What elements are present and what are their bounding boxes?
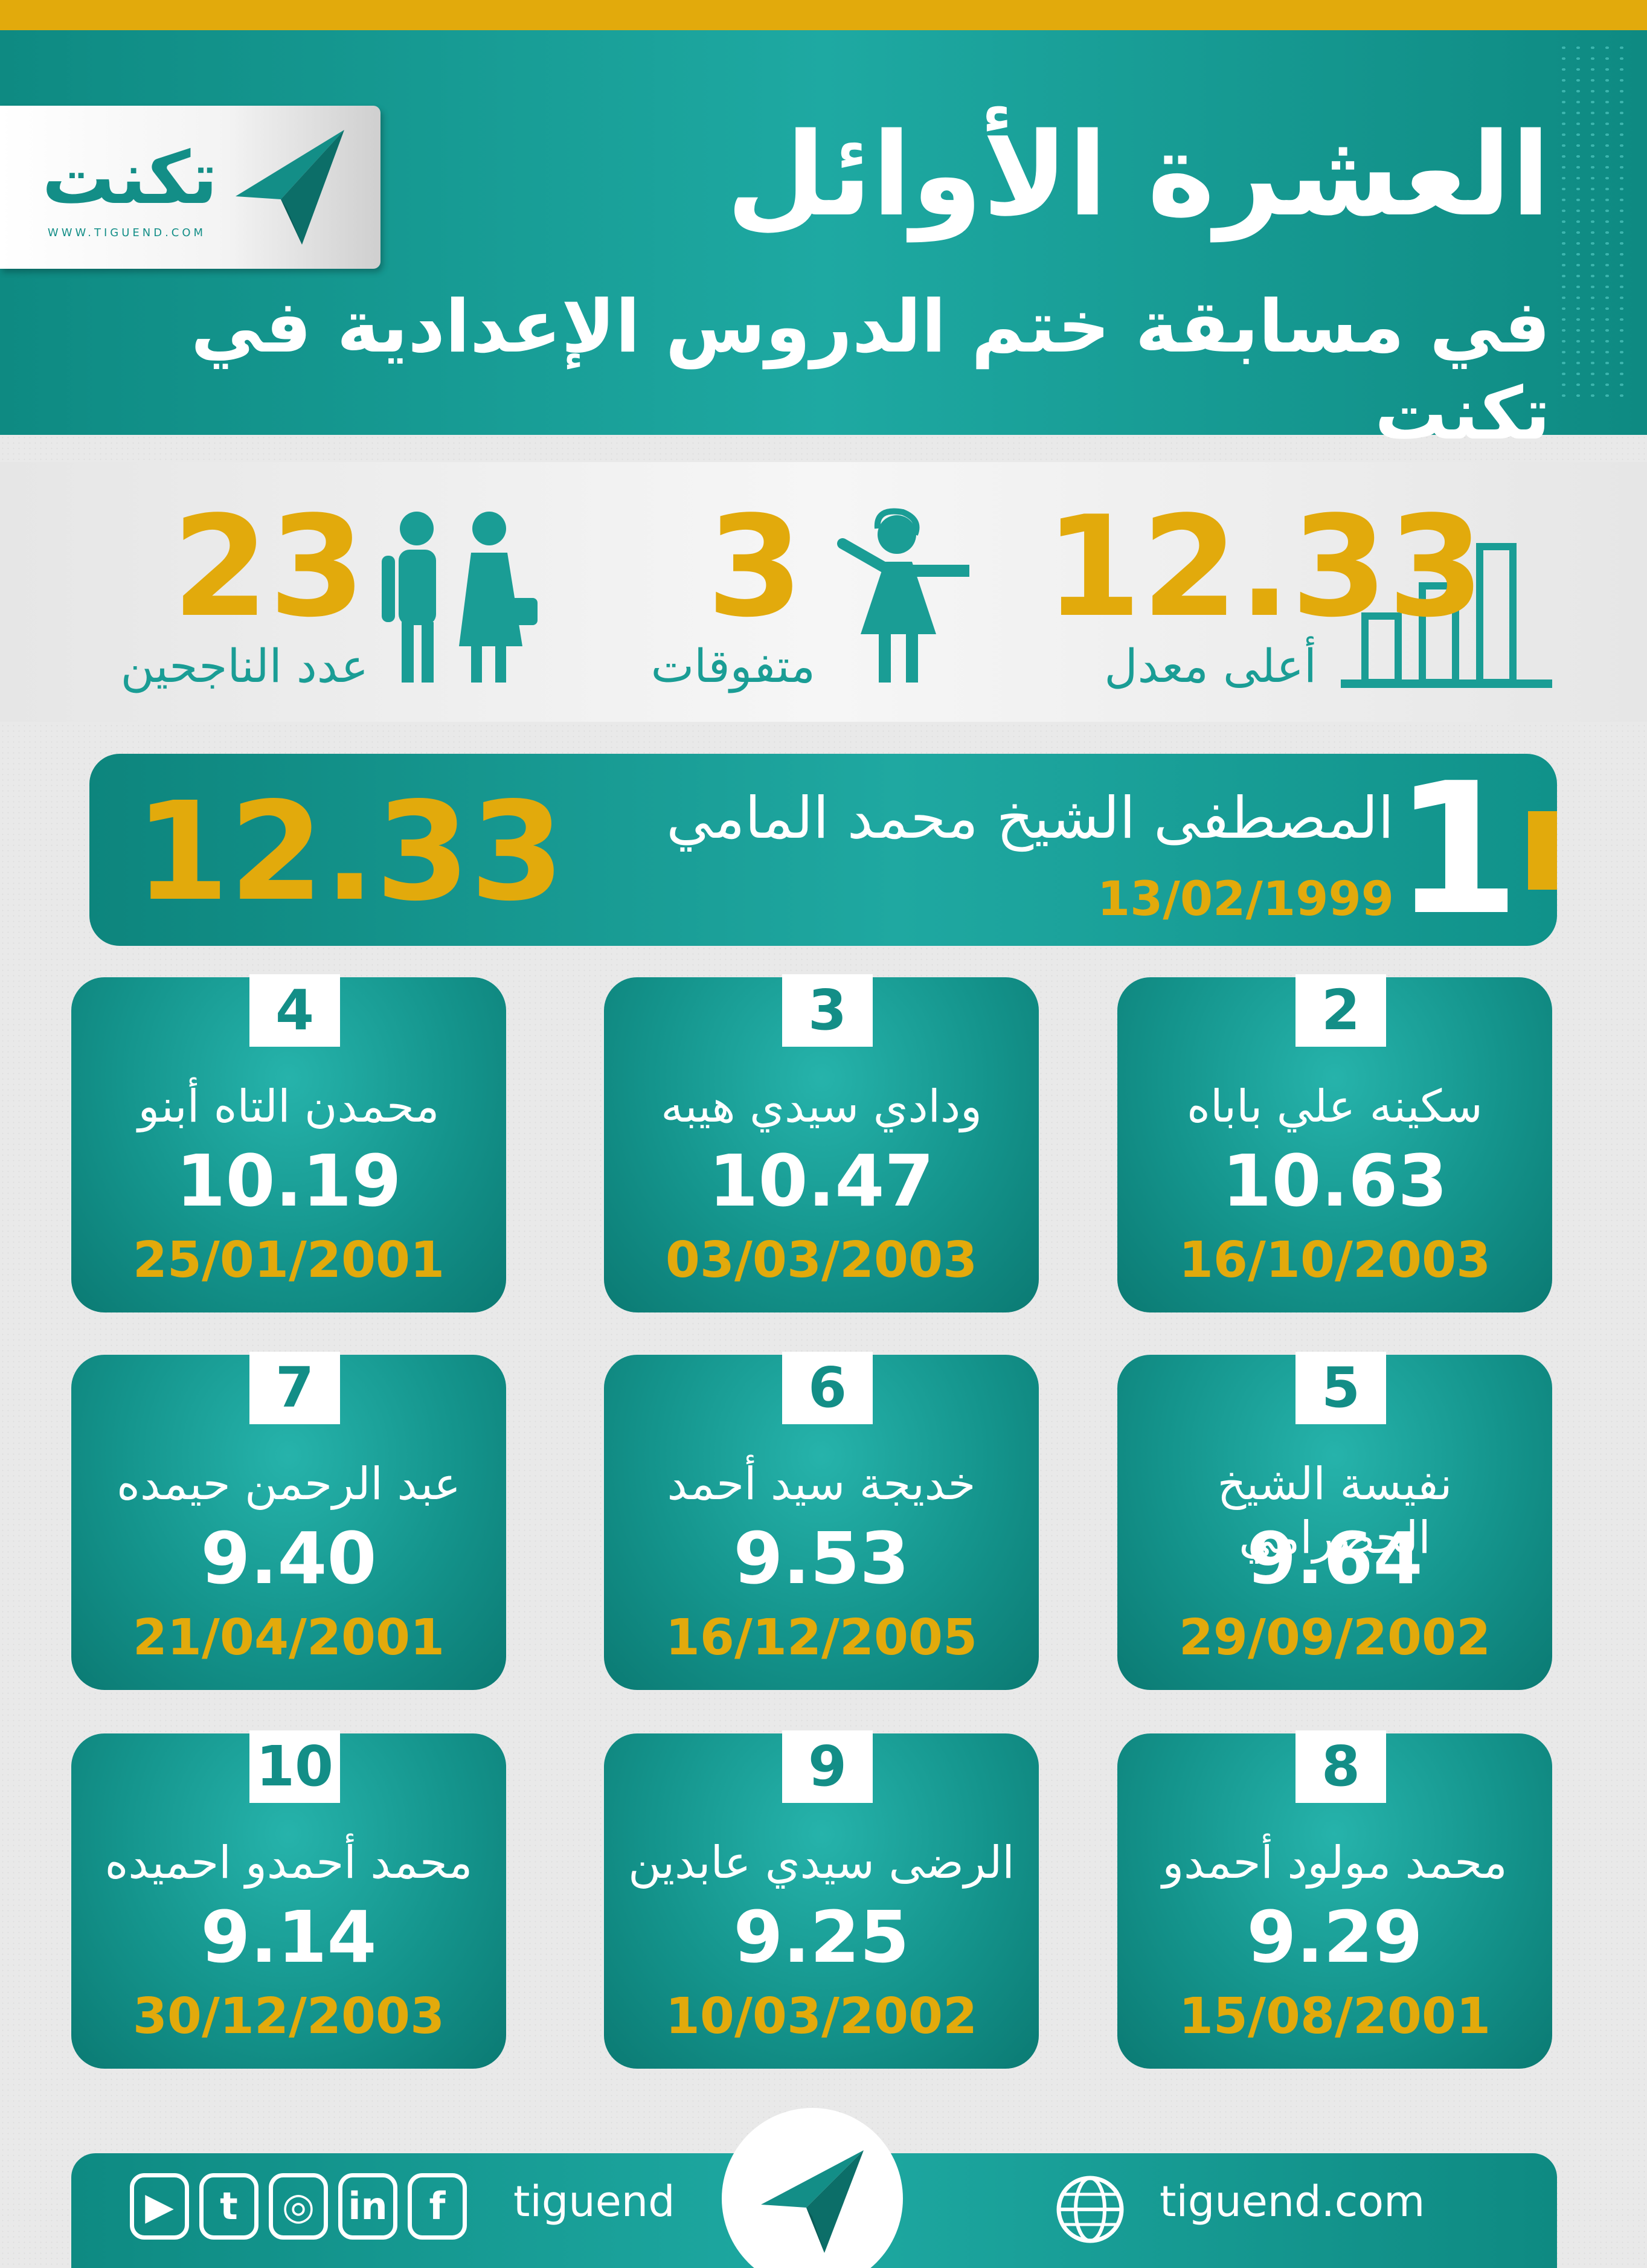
rank-badge: 10 [249,1730,340,1803]
student-name: الرضى سيدي عابدين [628,1837,1015,1889]
rank-badge: 3 [782,974,873,1047]
student-score: 9.64 [1247,1517,1423,1600]
student-birthdate: 16/10/2003 [1178,1232,1491,1289]
page-title: العشرة الأوائل [726,108,1550,242]
student-birthdate: 03/03/2003 [665,1232,978,1289]
rank-card: 6 خديجة سيد أحمد 9.53 16/12/2005 [604,1352,1039,1690]
student-birthdate: 16/12/2005 [665,1609,978,1666]
girl-student-icon [837,508,969,683]
rank-badge: 2 [1295,974,1386,1047]
paper-plane-icon [761,2150,864,2253]
student-birthdate: 15/08/2001 [1178,1988,1491,2045]
student-name: ودادي سيدي هيبه [661,1081,982,1132]
stats-strip: 12.33 أعلى معدل 3 متفوقات 23 عدد الناجحي… [0,462,1647,722]
top-average-label: أعلى معدل [1104,639,1317,693]
twitter-icon[interactable]: t [199,2173,258,2240]
student-birthdate: 30/12/2003 [132,1988,445,2045]
passed-value: 23 [172,487,366,648]
student-name: نفيسة الشيخ الحضرامي [1217,1458,1453,1564]
rank-card: 9 الرضى سيدي عابدين 9.25 10/03/2002 [604,1730,1039,2069]
student-birthdate: 25/01/2001 [132,1232,445,1289]
footer-website[interactable]: tiguend.com [1160,2177,1425,2226]
rank-badge: 8 [1295,1730,1386,1803]
rank-card: 7 عبد الرحمن حيمده 9.40 21/04/2001 [71,1352,506,1690]
student-score: 10.19 [176,1139,402,1222]
first-place-rank: 1 [1394,744,1520,955]
linkedin-icon[interactable]: in [338,2173,397,2240]
instagram-icon[interactable]: ◎ [269,2173,328,2240]
logo-wordmark: تكنت [42,137,218,220]
facebook-icon[interactable]: f [408,2173,467,2240]
rank-badge: 9 [782,1730,873,1803]
student-score: 9.29 [1247,1895,1423,1979]
student-name: محمد مولود أحمدو [1162,1837,1507,1889]
rank-card: 5 نفيسة الشيخ الحضرامي 9.64 29/09/2002 [1117,1352,1552,1690]
first-place-card: 1 المصطفى الشيخ محمد المامي 13/02/1999 1… [89,754,1557,946]
paper-plane-icon [236,130,344,245]
rank-card: 3 ودادي سيدي هيبه 10.47 03/03/2003 [604,974,1039,1312]
student-score: 9.14 [201,1895,377,1979]
logo-url: WWW.TIGUEND.COM [47,226,207,239]
rank-card: 8 محمد مولود أحمدو 9.29 15/08/2001 [1117,1730,1552,2069]
student-score: 9.40 [201,1517,377,1600]
student-score: 9.25 [733,1895,910,1979]
footer-handle[interactable]: tiguend [513,2177,675,2226]
bar-chart-icon [1341,543,1552,688]
top-average-value: 12.33 [1045,487,1485,648]
passed-label: عدد الناجحين [120,639,368,693]
rank-card: 4 محمدن التاه أبنو 10.19 25/01/2001 [71,974,506,1312]
brand-logo[interactable]: تكنت WWW.TIGUEND.COM [0,106,380,269]
rank-card: 10 محمد أحمدو احميده 9.14 30/12/2003 [71,1730,506,2069]
rank-card: 2 سكينه علي باباه 10.63 16/10/2003 [1117,974,1552,1312]
students-icon [382,512,538,683]
top-accent-bar [0,0,1647,30]
student-score: 10.47 [708,1139,934,1222]
student-birthdate: 21/04/2001 [132,1609,445,1666]
first-place-date: 13/02/1999 [1097,872,1394,927]
globe-icon [1056,2176,1124,2243]
student-name: عبد الرحمن حيمده [117,1458,461,1510]
student-name: محمدن التاه أبنو [138,1081,440,1132]
first-place-score: 12.33 [135,773,565,931]
header-banner: العشرة الأوائل في مسابقة ختم الدروس الإع… [0,30,1647,456]
student-name: محمد أحمدو احميده [104,1837,473,1889]
student-name: خديجة سيد أحمد [667,1458,976,1510]
excellent-label: متفوقات [650,639,815,693]
rank-badge: 5 [1295,1352,1386,1424]
rank-badge: 6 [782,1352,873,1424]
rank-badge: 4 [249,974,340,1047]
page-subtitle: في مسابقة ختم الدروس الإعدادية في تكنت [190,285,1550,456]
footer-logo-circle[interactable] [722,2108,903,2268]
first-place-name: المصطفى الشيخ محمد المامي [666,785,1394,852]
student-birthdate: 10/03/2002 [665,1988,978,2045]
excellent-value: 3 [706,487,804,648]
student-birthdate: 29/09/2002 [1178,1609,1491,1666]
header-dot-pattern [1556,42,1629,405]
student-score: 10.63 [1222,1139,1448,1222]
first-place-accent [1528,811,1557,890]
rank-badge: 7 [249,1352,340,1424]
student-score: 9.53 [733,1517,910,1600]
youtube-icon[interactable]: ▶ [130,2173,189,2240]
student-name: سكينه علي باباه [1187,1081,1483,1132]
